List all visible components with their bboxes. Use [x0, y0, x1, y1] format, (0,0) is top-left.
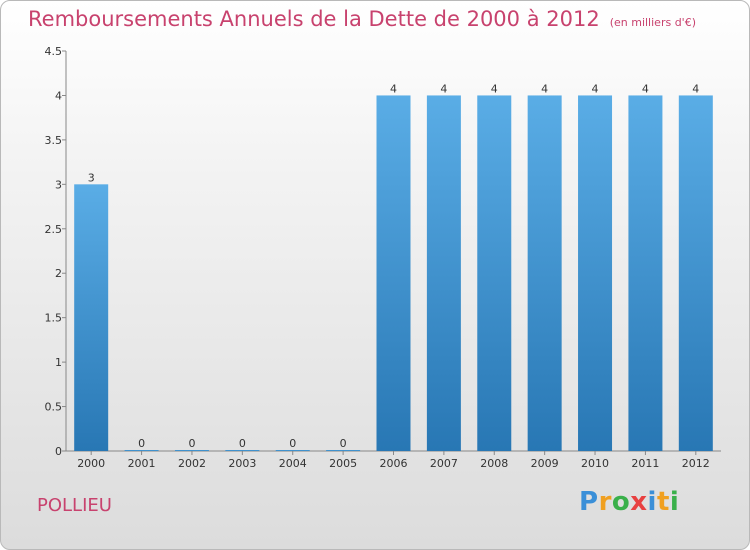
x-tick-label-2001: 2001 — [128, 457, 156, 470]
y-tick-label: 1 — [55, 356, 62, 369]
bar-2005 — [326, 450, 361, 451]
logo-letter: P — [579, 487, 599, 517]
y-tick-label: 4.5 — [45, 45, 63, 58]
bar-2000 — [74, 184, 109, 452]
x-tick-label-2002: 2002 — [178, 457, 206, 470]
data-label-2002: 0 — [188, 437, 195, 450]
x-tick-label-2005: 2005 — [329, 457, 357, 470]
data-label-2010: 4 — [592, 82, 599, 95]
y-tick-label: 4 — [55, 89, 62, 102]
logo-letter: x — [630, 487, 648, 517]
commune-name: POLLIEU — [37, 495, 112, 516]
logo-letter: i — [669, 487, 680, 517]
chart-title-text: Remboursements Annuels de la Dette de 20… — [28, 7, 600, 31]
y-tick-label: 0 — [55, 445, 62, 458]
bar-2002 — [174, 450, 209, 451]
data-label-2005: 0 — [340, 437, 347, 450]
data-label-2003: 0 — [239, 437, 246, 450]
data-label-2006: 4 — [390, 82, 397, 95]
data-label-2012: 4 — [692, 82, 699, 95]
x-tick-label-2010: 2010 — [581, 457, 609, 470]
y-tick-label: 2.5 — [45, 223, 63, 236]
y-tick-label: 2 — [55, 267, 62, 280]
x-tick-label-2011: 2011 — [631, 457, 659, 470]
data-label-2000: 3 — [88, 171, 95, 184]
x-tick-label-2008: 2008 — [480, 457, 508, 470]
bar-2007 — [426, 95, 461, 451]
y-tick-label: 0.5 — [45, 401, 63, 414]
x-tick-label-2009: 2009 — [531, 457, 559, 470]
data-label-2007: 4 — [440, 82, 447, 95]
logo-letter: o — [611, 487, 631, 517]
bar-2012 — [678, 95, 713, 451]
bar-2001 — [124, 450, 159, 451]
bar-2011 — [628, 95, 663, 451]
chart-units: (en milliers d'€) — [609, 16, 696, 29]
x-tick-label-2004: 2004 — [279, 457, 307, 470]
x-tick-label-2000: 2000 — [77, 457, 105, 470]
bar-2003 — [225, 450, 260, 451]
y-tick-label: 3 — [55, 178, 62, 191]
x-tick-label-2003: 2003 — [228, 457, 256, 470]
proxiti-logo: Proxiti — [579, 487, 679, 517]
data-label-2008: 4 — [491, 82, 498, 95]
x-tick-label-2007: 2007 — [430, 457, 458, 470]
data-label-2001: 0 — [138, 437, 145, 450]
bar-2004 — [275, 450, 310, 451]
logo-letter: t — [656, 487, 670, 517]
chart-title: Remboursements Annuels de la Dette de 20… — [28, 7, 696, 31]
bar-2008 — [477, 95, 512, 451]
bar-2010 — [578, 95, 613, 451]
data-label-2011: 4 — [642, 82, 649, 95]
y-tick-label: 3.5 — [45, 134, 63, 147]
logo-letter: i — [647, 487, 657, 517]
bar-2009 — [527, 95, 562, 451]
y-tick-label: 1.5 — [45, 312, 63, 325]
x-tick-label-2012: 2012 — [682, 457, 710, 470]
data-label-2004: 0 — [289, 437, 296, 450]
logo-letter: r — [598, 487, 612, 517]
bar-2006 — [376, 95, 411, 451]
x-tick-label-2006: 2006 — [380, 457, 408, 470]
data-label-2009: 4 — [541, 82, 548, 95]
